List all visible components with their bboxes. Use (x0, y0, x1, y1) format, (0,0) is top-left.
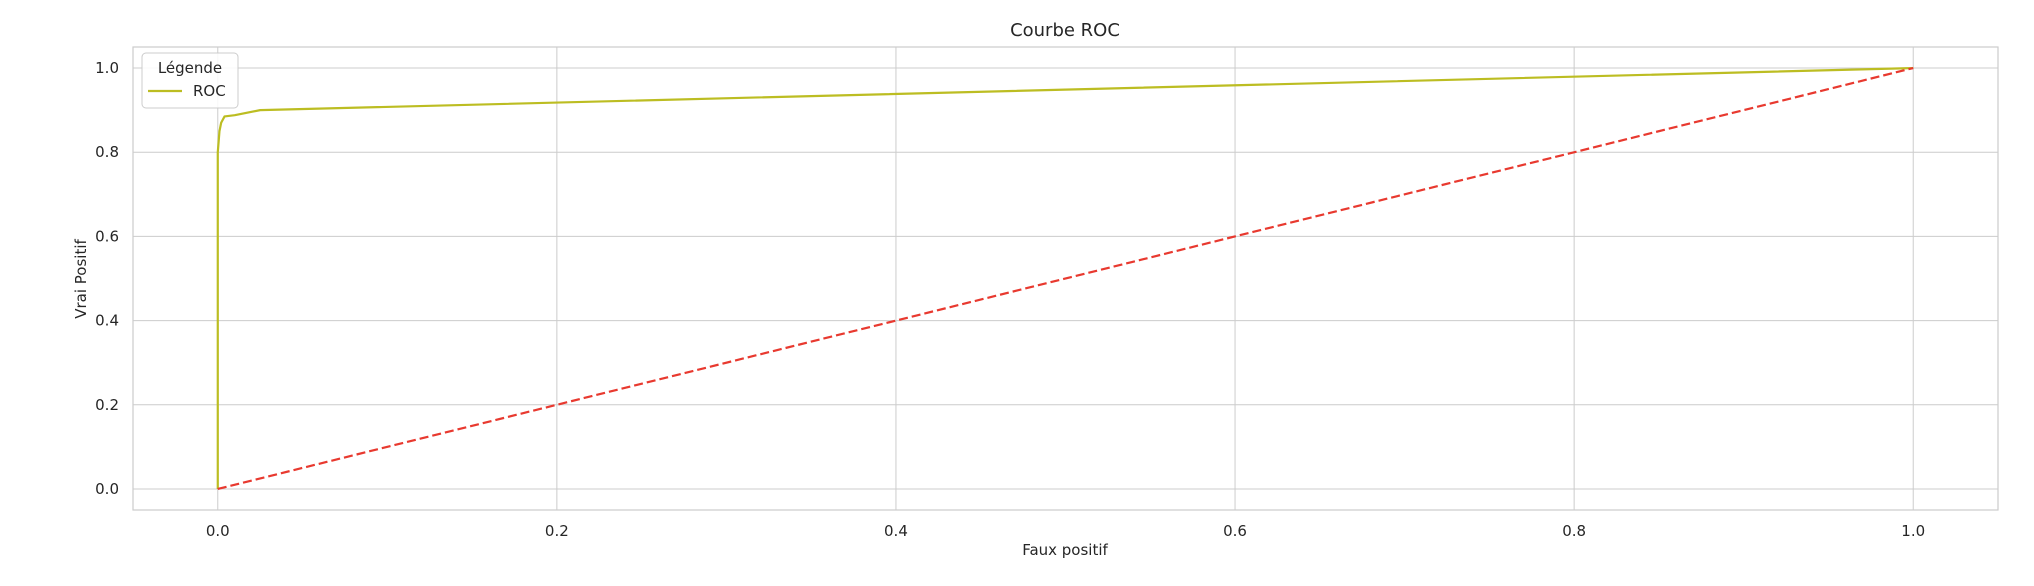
series-line-roc (216, 66, 1914, 489)
x-tick-label: 0.8 (1562, 522, 1586, 540)
grid-lines (133, 47, 1998, 510)
plot-frame (132, 46, 1999, 511)
legend-title: Légende (158, 59, 222, 77)
y-tick-label: 0.6 (95, 227, 119, 245)
y-tick-label: 0.8 (95, 143, 119, 161)
legend: Légende ROC (141, 52, 239, 109)
x-tick-label: 1.0 (1901, 522, 1925, 540)
diagonal-reference-line (217, 66, 1914, 491)
y-tick-labels: 0.0 0.2 0.4 0.6 0.8 1.0 (95, 59, 119, 498)
y-tick-label: 0.4 (95, 312, 119, 330)
y-tick-label: 1.0 (95, 59, 119, 77)
x-tick-labels: 0.0 0.2 0.4 0.6 0.8 1.0 (206, 522, 1925, 540)
chart-title: Courbe ROC (1010, 20, 1120, 41)
x-tick-label: 0.2 (545, 522, 569, 540)
legend-box (141, 52, 239, 109)
x-tick-label: 0.0 (206, 522, 230, 540)
x-tick-label: 0.6 (1223, 522, 1247, 540)
x-axis-label: Faux positif (1022, 541, 1108, 559)
legend-label-roc: ROC (193, 82, 226, 100)
series-layer (216, 66, 1914, 491)
y-tick-label: 0.0 (95, 480, 119, 498)
y-tick-label: 0.2 (95, 396, 119, 414)
y-axis-label: Vrai Positif (72, 239, 90, 319)
x-tick-label: 0.4 (884, 522, 908, 540)
